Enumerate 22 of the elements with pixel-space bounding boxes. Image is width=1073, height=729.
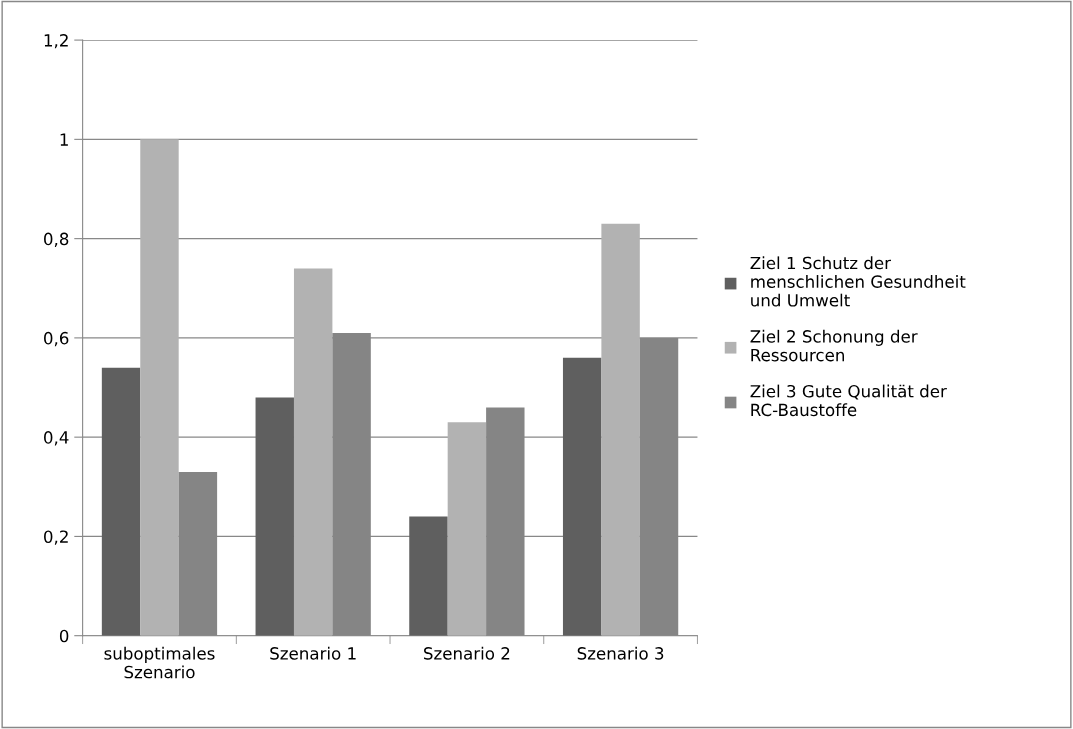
bar <box>601 223 640 636</box>
bar <box>140 139 179 636</box>
x-tick-label: suboptimales Szenario <box>104 646 215 679</box>
y-tick-label: 1,2 <box>44 34 68 49</box>
bar <box>101 367 141 636</box>
legend-label: Ziel 2 Schonung der Ressourcen <box>750 329 918 362</box>
y-tick-label: 0,8 <box>44 232 69 247</box>
y-tick-label: 0,4 <box>44 431 69 446</box>
bar <box>409 516 448 636</box>
bar <box>293 268 333 636</box>
legend-label: Ziel 3 Gute Qualität der RC-Baustoffe <box>750 384 947 417</box>
y-tick-label: 0,6 <box>44 331 69 347</box>
y-tick-label: 0,2 <box>44 530 68 545</box>
x-tick-label: Szenario 2 <box>424 646 510 660</box>
bar <box>562 357 602 636</box>
bar <box>255 397 294 636</box>
bar <box>447 422 487 636</box>
y-tick-label: 1 <box>60 133 68 146</box>
x-tick-label: Szenario 3 <box>577 646 664 660</box>
y-tick-label: 0 <box>59 629 69 643</box>
legend-label: Ziel 1 Schutz der menschlichen Gesundheit und Umwelt <box>750 256 966 307</box>
x-tick-label: Szenario 1 <box>270 646 356 660</box>
